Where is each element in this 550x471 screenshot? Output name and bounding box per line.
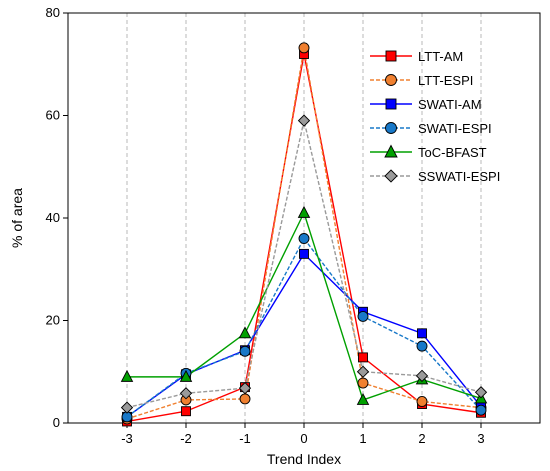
data-point: [238, 326, 252, 339]
data-point: [298, 42, 310, 54]
legend-entry: SWATI-ESPI: [370, 121, 492, 136]
x-tick-label: 3: [477, 431, 484, 446]
grid: [126, 13, 482, 423]
legend-marker: [385, 74, 397, 86]
y-axis-title: % of area: [9, 188, 25, 248]
legend-marker: [385, 50, 397, 62]
data-point: [120, 369, 134, 382]
data-point: [417, 328, 427, 339]
legend-label: SWATI-ESPI: [418, 121, 492, 136]
y-tick-label: 20: [46, 313, 60, 328]
y-tick-label: 60: [46, 108, 60, 123]
legend-entry: LTT-ESPI: [370, 73, 473, 88]
data-point: [357, 310, 369, 322]
legend-marker: [384, 169, 398, 183]
data-point: [356, 365, 370, 378]
data-point: [238, 382, 252, 395]
legend-label: SSWATI-ESPI: [418, 169, 500, 184]
data-point: [299, 248, 309, 259]
x-tick-label: -1: [239, 431, 251, 446]
data-point: [298, 233, 310, 244]
data-point: [356, 392, 370, 405]
legend-label: LTT-AM: [418, 49, 463, 64]
series: [120, 42, 488, 427]
data-point: [357, 377, 369, 389]
y-tick-label: 80: [46, 5, 60, 20]
legend-label: ToC-BFAST: [418, 145, 487, 160]
x-axis-title: Trend Index: [267, 451, 341, 467]
data-point: [415, 369, 429, 382]
legend-entry: ToC-BFAST: [370, 144, 487, 160]
y-tick-label: 0: [53, 415, 60, 430]
legend-marker: [385, 122, 397, 134]
data-point: [297, 114, 311, 127]
data-point: [239, 345, 251, 357]
x-tick-label: 0: [300, 431, 307, 446]
legend-marker: [384, 144, 398, 158]
x-tick-label: 2: [418, 431, 425, 446]
legend: LTT-AM LTT-ESPI SWATI-AM SWATI-ESPI ToC-BFAS…: [370, 49, 500, 184]
data-point: [416, 340, 428, 352]
markers-sswati-espi: [120, 114, 488, 414]
data-point: [297, 205, 311, 218]
data-point: [416, 396, 428, 407]
data-point: [239, 393, 251, 405]
legend-entry: SWATI-AM: [370, 97, 482, 112]
y-tick-label: 40: [46, 210, 60, 225]
x-tick-label: 1: [359, 431, 366, 446]
legend-marker: [385, 98, 397, 110]
legend-label: LTT-ESPI: [418, 73, 473, 88]
legend-label: SWATI-AM: [418, 97, 482, 112]
data-point: [475, 404, 487, 416]
data-point: [474, 386, 488, 399]
x-tick-label: -2: [180, 431, 192, 446]
data-point: [120, 401, 134, 414]
data-point: [179, 387, 193, 400]
legend-entry: SSWATI-ESPI: [370, 169, 500, 184]
data-point: [179, 369, 193, 382]
data-point: [358, 352, 368, 363]
legend-entry: LTT-AM: [370, 49, 463, 64]
x-tick-label: -3: [121, 431, 133, 446]
data-point: [181, 406, 191, 417]
ticks: -3 -2 -1 0 1 2 3 0 20 40 60 80: [46, 5, 485, 446]
